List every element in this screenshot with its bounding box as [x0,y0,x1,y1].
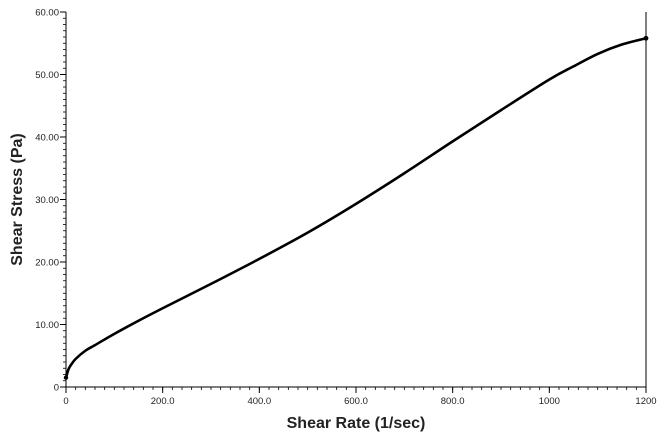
y-tick-label: 20.00 [35,258,59,269]
y-tick-labels: 0 10.00 20.00 30.00 40.00 50.00 60.00 [35,8,59,394]
y-tick-label: 50.00 [35,70,59,81]
y-tick-label: 30.00 [35,195,59,206]
y-tick-label: 60.00 [35,8,59,19]
series-group [63,35,649,380]
x-tick-label: 800.0 [441,396,465,407]
series-start-point [63,375,69,380]
x-tick-label: 400.0 [247,396,271,407]
minor-ticks [63,11,647,390]
x-axis-title: Shear Rate (1/sec) [287,415,426,432]
series-end-point [643,35,649,41]
x-tick-labels: 0 200.0 400.0 600.0 800.0 1000 1200 [63,396,656,407]
y-tick-label: 10.00 [35,320,59,331]
series-line [64,36,648,379]
y-axis-title: Shear Stress (Pa) [9,133,26,266]
axes [65,12,647,388]
x-tick-label: 0 [63,396,68,407]
x-tick-label: 1000 [539,396,560,407]
y-tick-label: 40.00 [35,133,59,144]
x-tick-label: 200.0 [151,396,175,407]
x-tick-label: 1200 [635,396,656,407]
major-ticks [60,11,647,393]
x-tick-label: 600.0 [344,396,368,407]
y-tick-label: 0 [54,383,59,394]
